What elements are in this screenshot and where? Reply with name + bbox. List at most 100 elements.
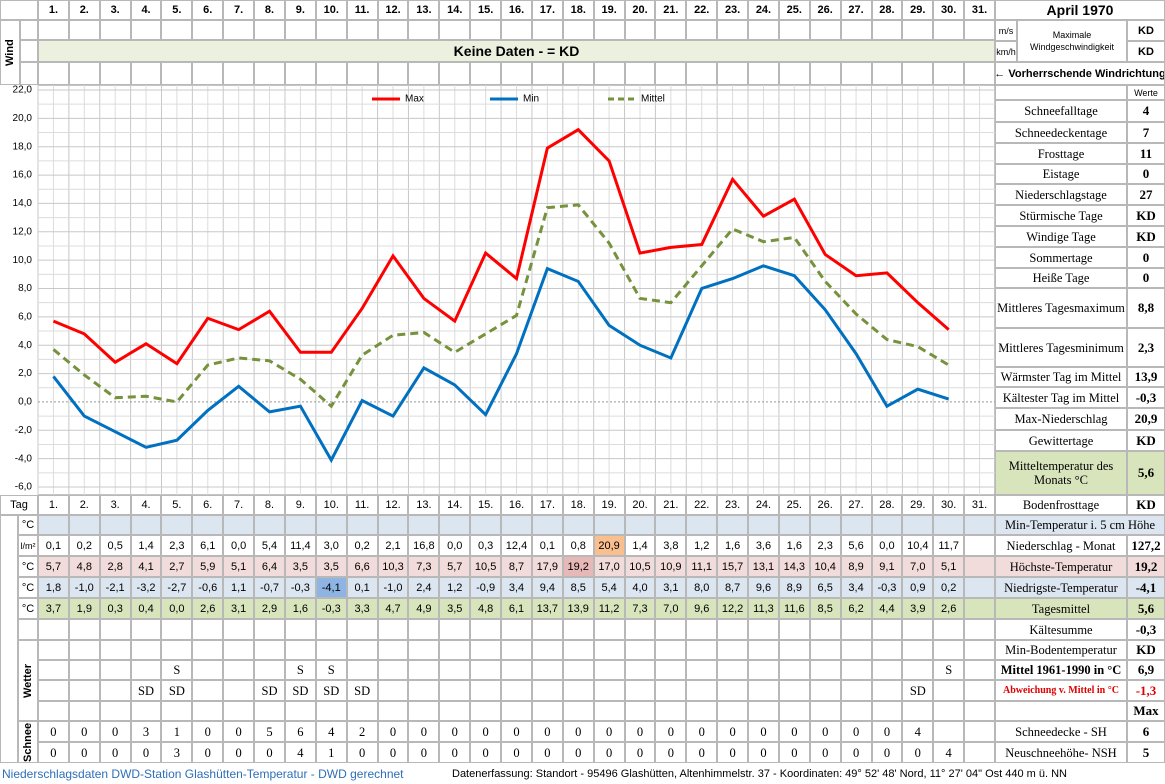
snow-cell: 0 <box>562 742 594 763</box>
temp-cell: 1,9 <box>68 598 100 619</box>
day-header: 18. <box>562 0 594 20</box>
stat-value: KD <box>1127 640 1165 660</box>
stat-label: Min-Temperatur i. 5 cm Höhe <box>995 515 1165 535</box>
day-header: 19. <box>593 495 625 515</box>
soil-cell <box>377 515 409 535</box>
wind-cell <box>964 62 995 85</box>
temp-cell: 6,5 <box>809 577 841 598</box>
temp-cell: 3,7 <box>38 598 69 619</box>
snow-cell: 4 <box>902 721 934 742</box>
stat-value: 5,6 <box>1127 598 1165 619</box>
temp-cell: 7,0 <box>902 556 934 577</box>
snow-cell: 0 <box>470 742 502 763</box>
y-tick-label: 12,0 <box>13 226 33 237</box>
stat-value: 2,3 <box>1127 328 1165 367</box>
stat-value: KD <box>1127 226 1165 247</box>
temp-cell: 17,9 <box>531 556 563 577</box>
y-tick-label: 10,0 <box>13 255 33 266</box>
temp-cell: 13,7 <box>531 598 563 619</box>
precip-cell: 1,2 <box>686 535 718 556</box>
precip-cell: 1,4 <box>624 535 656 556</box>
temp-cell: 3,3 <box>346 598 378 619</box>
temp-cell: 0,9 <box>902 577 934 598</box>
soil-cell <box>439 515 471 535</box>
snow-cell: 0 <box>840 742 872 763</box>
stat-label: Windige Tage <box>995 226 1127 247</box>
stat-value: 27 <box>1127 184 1165 205</box>
temp-cell <box>964 577 995 598</box>
snow-cell: 0 <box>99 721 131 742</box>
blank-cell <box>717 701 749 721</box>
blank-cell <box>562 640 594 660</box>
blank-cell <box>778 640 810 660</box>
blank-cell <box>38 701 69 721</box>
blank-cell <box>624 701 656 721</box>
blank-cell <box>933 640 965 660</box>
weather-cell <box>778 680 810 701</box>
day-header: 2. <box>68 0 100 20</box>
weather-cell <box>717 660 749 680</box>
precip-cell: 0,2 <box>68 535 100 556</box>
day-header: 31. <box>964 495 995 515</box>
wind-cell <box>408 20 440 40</box>
blank-cell <box>315 640 347 660</box>
weather-cell <box>470 680 502 701</box>
wind-cell <box>593 62 625 85</box>
temp-cell: 6,6 <box>346 556 378 577</box>
blank-cell <box>470 701 502 721</box>
wind-banner: Keine Daten - = KD <box>38 40 995 62</box>
day-header: 7. <box>223 495 255 515</box>
stat-label: Niedrigste-Temperatur <box>995 577 1127 598</box>
wind-cell <box>68 62 100 85</box>
day-header: 2. <box>68 495 100 515</box>
day-header: 25. <box>778 0 810 20</box>
precip-cell: 0,1 <box>38 535 69 556</box>
blank-cell <box>18 619 38 640</box>
temp-cell: 3,5 <box>284 556 316 577</box>
weather-cell <box>717 680 749 701</box>
wind-cell <box>655 62 687 85</box>
snow-cell: 0 <box>531 742 563 763</box>
blank-cell <box>20 40 38 62</box>
blank-cell <box>192 701 224 721</box>
snow-cell: 6 <box>284 721 316 742</box>
day-header: 30. <box>933 495 965 515</box>
weather-cell <box>964 680 995 701</box>
weather-cell <box>377 660 409 680</box>
wind-cell <box>223 62 255 85</box>
snow-cell: 0 <box>68 742 100 763</box>
soil-cell <box>717 515 749 535</box>
temp-cell: 13,9 <box>562 598 594 619</box>
blank-cell <box>346 701 378 721</box>
snow-cell: 0 <box>593 721 625 742</box>
blank-cell <box>531 701 563 721</box>
weather-cell <box>439 680 471 701</box>
wind-cell <box>38 20 69 40</box>
wind-cell <box>315 20 347 40</box>
weather-cell <box>809 660 841 680</box>
blank-cell <box>223 640 255 660</box>
soil-cell <box>562 515 594 535</box>
wind-label: Wind <box>0 20 20 85</box>
precip-cell: 3,6 <box>748 535 779 556</box>
wind-cell <box>254 62 285 85</box>
stat-label: Bodenfrosttage <box>995 495 1127 515</box>
soil-cell <box>346 515 378 535</box>
soil-cell <box>161 515 193 535</box>
temp-cell: 3,1 <box>223 598 255 619</box>
weather-label: Wetter <box>18 640 38 721</box>
wind-cell <box>933 20 965 40</box>
blank-cell <box>408 640 440 660</box>
temp-cell: 5,4 <box>593 577 625 598</box>
stat-value: -0,3 <box>1127 387 1165 408</box>
soil-cell <box>809 515 841 535</box>
wind-cell <box>562 62 594 85</box>
weather-cell <box>840 660 872 680</box>
day-header: 28. <box>871 495 903 515</box>
precip-cell: 11,4 <box>284 535 316 556</box>
series-line <box>52 127 950 366</box>
snow-cell: 0 <box>748 721 779 742</box>
weather-cell <box>809 680 841 701</box>
snow-cell: 0 <box>778 721 810 742</box>
temp-cell: -1,0 <box>377 577 409 598</box>
